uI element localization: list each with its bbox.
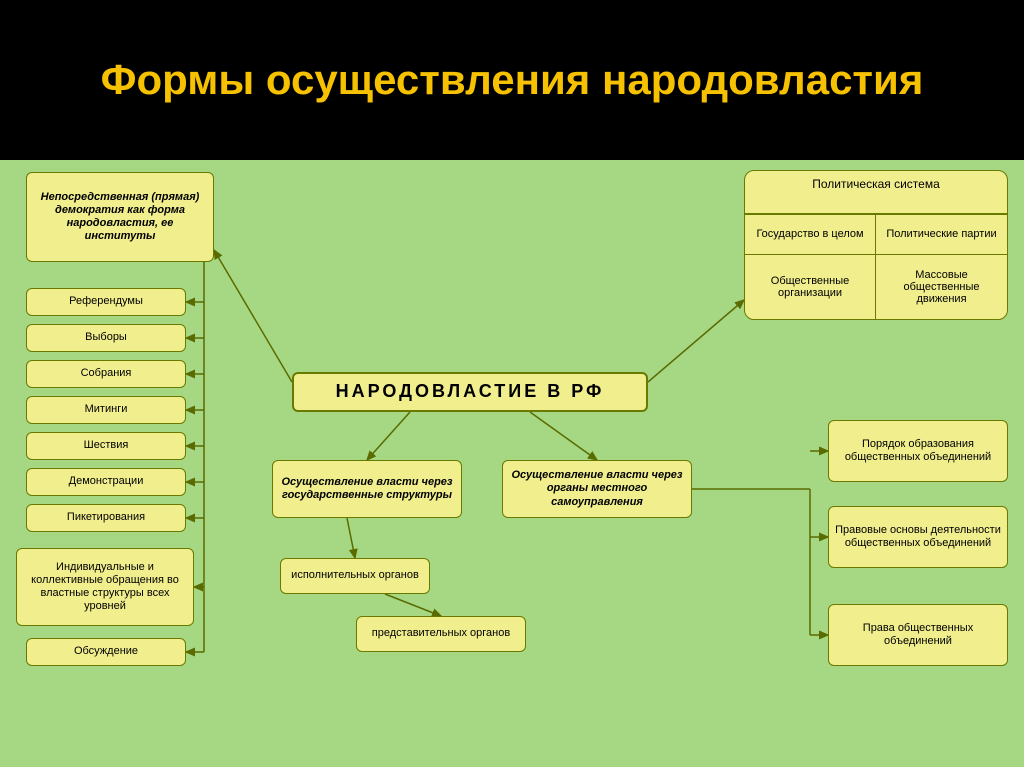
polsys-cell-3: Массовые общественные движения <box>876 254 1007 319</box>
node-gov: Осуществление власти через государственн… <box>272 460 462 518</box>
right-item-2: Права общественных объединений <box>828 604 1008 666</box>
diagram-area: НАРОДОВЛАСТИЕ В РФ Непосредственная (прям… <box>0 160 1024 767</box>
left-item-2: Собрания <box>26 360 186 388</box>
left-item-5: Демонстрации <box>26 468 186 496</box>
node-local: Осуществление власти через органы местно… <box>502 460 692 518</box>
node-exec: исполнительных органов <box>280 558 430 594</box>
polsys-cell-1: Политические партии <box>876 214 1007 255</box>
left-item-6: Пикетирования <box>26 504 186 532</box>
political-system-grid: Политическая системаГосударство в целомП… <box>744 170 1008 320</box>
right-item-0: Порядок образования общественных объедин… <box>828 420 1008 482</box>
title-area: Формы осуществления народовластия <box>0 0 1024 160</box>
polsys-cell-2: Общественные организации <box>745 254 876 319</box>
left-item-4: Шествия <box>26 432 186 460</box>
left-item-1: Выборы <box>26 324 186 352</box>
left-item-7: Индивидуальные и коллективные обращения … <box>16 548 194 626</box>
page-title: Формы осуществления народовластия <box>101 55 924 105</box>
left-item-0: Референдумы <box>26 288 186 316</box>
left-item-8: Обсуждение <box>26 638 186 666</box>
central-node: НАРОДОВЛАСТИЕ В РФ <box>292 372 648 412</box>
node-repr: представительных органов <box>356 616 526 652</box>
right-item-1: Правовые основы деятельности общественны… <box>828 506 1008 568</box>
polsys-cell-0: Государство в целом <box>745 214 876 255</box>
left-header: Непосредственная (прямая) демократия как… <box>26 172 214 262</box>
polsys-header: Политическая система <box>745 171 1007 214</box>
left-item-3: Митинги <box>26 396 186 424</box>
